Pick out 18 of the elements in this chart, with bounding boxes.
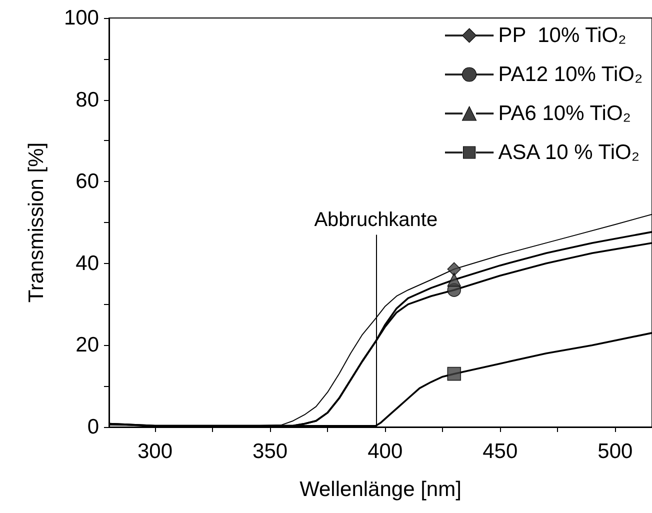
- y-tick-label: 80: [76, 88, 99, 112]
- x-tick-label: 400: [368, 440, 403, 463]
- x-axis-title: Wellenlänge [nm]: [300, 478, 462, 501]
- y-tick-label: 20: [76, 334, 99, 357]
- y-axis-title: Transmission [%]: [25, 142, 48, 303]
- legend-label: PA12 10% TiO₂: [498, 63, 643, 86]
- x-tick-label: 350: [252, 440, 288, 463]
- y-tick-label: 40: [76, 252, 99, 275]
- y-tick-label: 100: [64, 6, 99, 30]
- x-tick-label: 300: [137, 440, 173, 463]
- y-tick-label: 0: [87, 416, 99, 438]
- legend-label: ASA 10 % TiO₂: [498, 141, 640, 164]
- x-tick-label: 450: [482, 440, 518, 463]
- legend-label: PA6 10% TiO₂: [498, 102, 631, 125]
- y-tick-label: 60: [76, 170, 99, 194]
- ref-line-label: Abbruchkante: [314, 208, 438, 231]
- x-tick-label: 500: [598, 440, 633, 463]
- legend-label: PP 10% TiO₂: [498, 24, 626, 47]
